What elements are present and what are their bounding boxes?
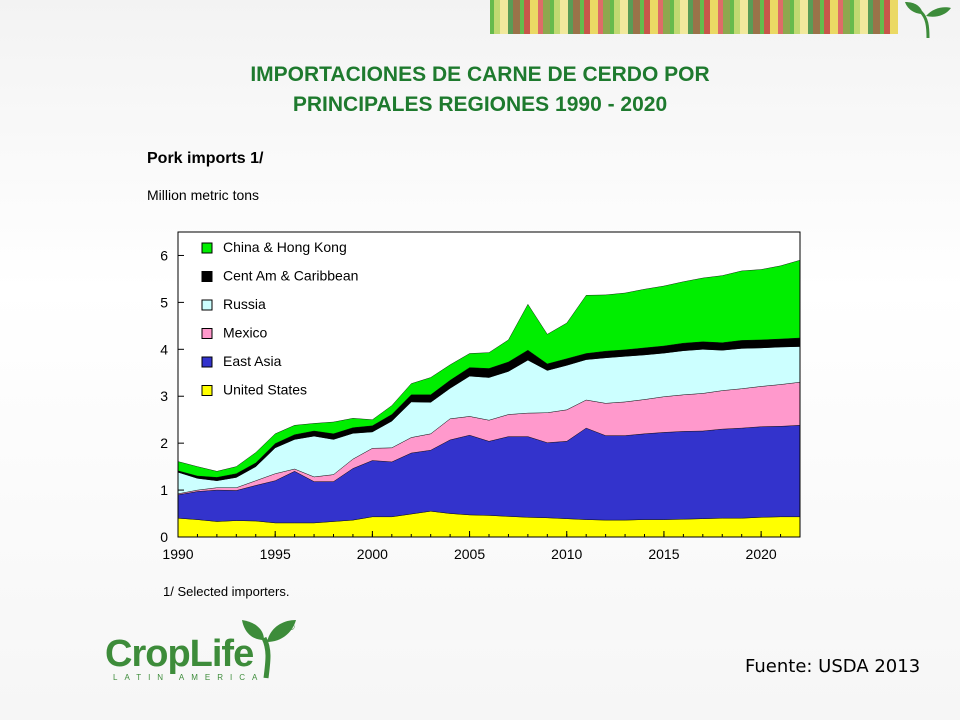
slide-title-line-2: PRINCIPALES REGIONES 1990 - 2020 (292, 93, 668, 116)
logo-subtitle: LATIN AMERICA (113, 673, 265, 682)
x-tick-label: 1995 (260, 546, 291, 562)
croplife-sprout-icon: ® (242, 620, 296, 679)
y-tick-label: 5 (160, 294, 168, 310)
x-tick-label: 2015 (648, 546, 679, 562)
y-tick-label: 2 (160, 435, 168, 451)
legend-label: East Asia (223, 353, 282, 369)
legend-swatch (201, 299, 213, 311)
pork-imports-chart: 0 1 2 3 4 5 6 1990 1995 2000 2005 2010 2015 2020 China… (160, 231, 801, 562)
y-tick-label: 3 (160, 388, 168, 404)
legend-swatch (201, 385, 213, 396)
y-tick-label: 4 (160, 341, 168, 357)
y-tick-label: 6 (160, 247, 168, 263)
decorative-stripe-banner (490, 0, 900, 34)
x-tick-label: 1990 (162, 546, 193, 562)
chart-footnote: 1/ Selected importers. (163, 584, 290, 599)
x-tick-label: 2000 (357, 546, 388, 562)
y-tick-label: 0 (160, 529, 168, 545)
x-tick-label: 2005 (454, 546, 485, 562)
legend-swatch (201, 271, 213, 282)
registered-mark: ® (288, 622, 295, 632)
legend-label: United States (223, 382, 307, 398)
croplife-logo: CropLife LATIN AMERICA (105, 615, 305, 685)
slide-title: IMPORTACIONES DE CARNE DE CERDO POR PRIN… (150, 60, 810, 120)
sprout-icon (905, 2, 951, 39)
slide-title-line-1: IMPORTACIONES DE CARNE DE CERDO POR (250, 63, 710, 86)
legend-label: Russia (223, 296, 266, 312)
logo-wordmark: CropLife (105, 633, 254, 675)
chart-legend: China & Hong Kong Cent Am & Caribbean Russ… (201, 239, 358, 398)
legend-swatch (201, 242, 213, 254)
legend-swatch (201, 328, 213, 339)
chart-title: Pork imports 1/ (147, 150, 264, 167)
legend-swatch (201, 356, 213, 368)
y-tick-label: 1 (160, 482, 168, 498)
chart-subtitle: Million metric tons (147, 187, 260, 203)
x-tick-label: 2020 (746, 546, 777, 562)
legend-label: China & Hong Kong (223, 239, 347, 255)
source-note: Fuente: USDA 2013 (745, 656, 921, 677)
legend-label: Mexico (223, 325, 268, 341)
legend-label: Cent Am & Caribbean (223, 268, 358, 284)
x-tick-label: 2010 (551, 546, 582, 562)
